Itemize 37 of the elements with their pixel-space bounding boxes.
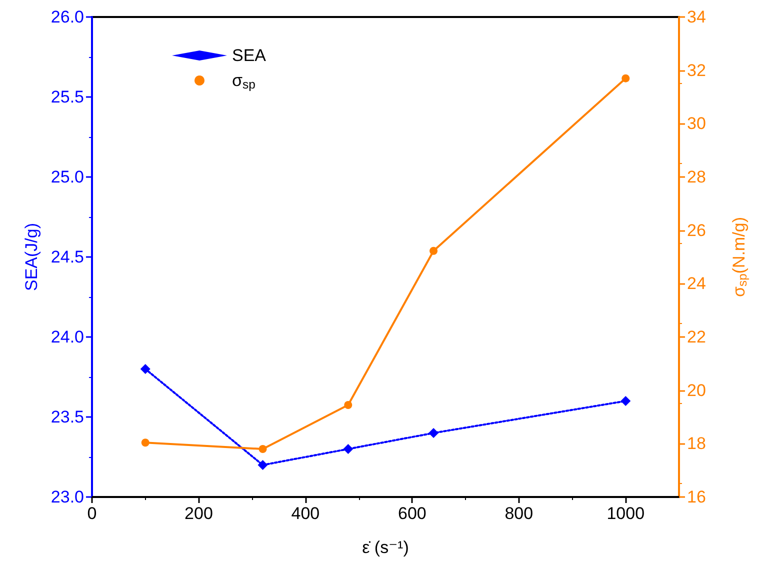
legend-label: SEA [232, 46, 267, 65]
y2-tick-label: 16 [687, 488, 706, 506]
y2-tick-label: 20 [687, 380, 706, 400]
x-tick-label: 200 [184, 504, 213, 523]
y-tick-label: 24.0 [50, 328, 84, 346]
point [344, 401, 352, 409]
y2-tick-label: 22 [687, 328, 706, 346]
point [343, 444, 354, 454]
y2-tick-label: 34 [687, 8, 706, 26]
x-tick-label: 400 [291, 504, 320, 523]
y2-tick-label: 32 [687, 60, 706, 80]
x-tick-label: 1000 [606, 504, 645, 523]
y-tick-label: 26.0 [50, 8, 84, 26]
x-axis-title: ε̇ (s⁻¹) [362, 538, 409, 557]
point [620, 396, 631, 406]
point [430, 246, 438, 255]
x-tick-label: 0 [87, 504, 97, 523]
y-tick-label: 25.0 [50, 168, 84, 186]
point [140, 364, 150, 374]
x-tick-label: 600 [398, 504, 426, 523]
y-axis-title: SEA(J/g) [22, 222, 42, 292]
y-tick-label: 24.5 [50, 248, 84, 266]
point [141, 438, 150, 447]
y-tick-label: 23.5 [50, 408, 84, 426]
y-tick-label: 23.0 [50, 488, 84, 506]
y2-tick-label: 24 [687, 274, 706, 294]
x-tick-label: 800 [504, 504, 534, 523]
point [428, 428, 439, 438]
point [258, 445, 267, 453]
point [258, 460, 268, 470]
y2-tick-label: 28 [687, 168, 706, 186]
y2-axis-title: σsp(N.m/g) [729, 216, 750, 298]
y2-tick-label: 26 [687, 220, 706, 240]
point [622, 74, 630, 82]
y-tick-label: 25.5 [50, 88, 84, 106]
y2-tick-label: 18 [687, 434, 706, 454]
y2-tick-label: 30 [687, 114, 706, 134]
